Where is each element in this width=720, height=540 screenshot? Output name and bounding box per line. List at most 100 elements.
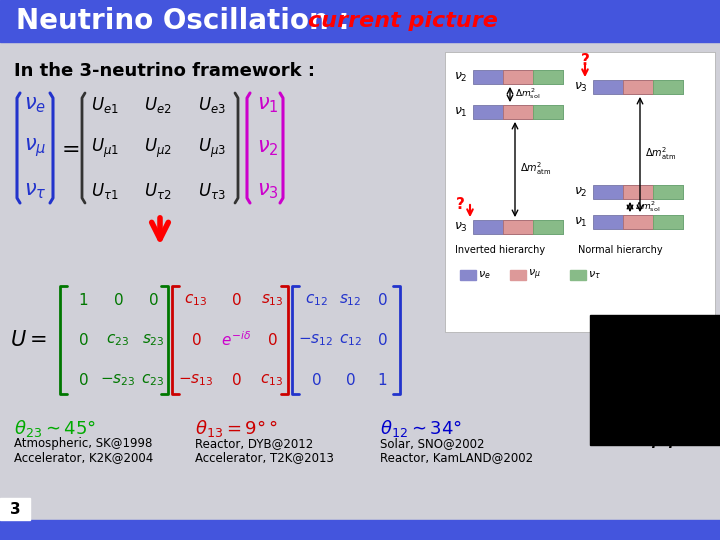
Text: $U_{\mu 1}$: $U_{\mu 1}$ xyxy=(91,137,119,160)
Text: $0$: $0$ xyxy=(377,292,387,308)
Bar xyxy=(0,520,720,540)
Text: $-s_{13}$: $-s_{13}$ xyxy=(179,372,214,388)
Text: $c_{12}$: $c_{12}$ xyxy=(305,292,328,308)
Text: $s_{23}$: $s_{23}$ xyxy=(142,332,164,348)
Text: $\Delta m^2_{\rm sol}$: $\Delta m^2_{\rm sol}$ xyxy=(635,200,660,214)
Bar xyxy=(593,80,683,94)
Text: $c_{23}$: $c_{23}$ xyxy=(141,372,165,388)
Bar xyxy=(623,185,653,199)
Text: $0$: $0$ xyxy=(78,372,89,388)
Bar xyxy=(593,185,683,199)
Bar xyxy=(460,270,476,280)
Text: $e^{-i\delta}$: $e^{-i\delta}$ xyxy=(221,330,251,349)
Text: $U_{e1}$: $U_{e1}$ xyxy=(91,95,119,115)
Bar xyxy=(503,105,533,119)
Text: $\nu_e$: $\nu_e$ xyxy=(24,95,46,115)
Bar xyxy=(473,105,563,119)
Text: $0$: $0$ xyxy=(191,332,202,348)
Text: $\nu_2$: $\nu_2$ xyxy=(454,70,468,84)
Text: $c_{13}$: $c_{13}$ xyxy=(184,292,207,308)
Text: $0$: $0$ xyxy=(345,372,355,388)
Bar xyxy=(0,498,30,520)
Text: $\nu_2$: $\nu_2$ xyxy=(257,138,279,158)
Bar xyxy=(473,70,563,84)
Text: $\nu_\tau$: $\nu_\tau$ xyxy=(588,269,601,281)
Text: Normal hierarchy: Normal hierarchy xyxy=(577,245,662,255)
Text: Reactor, DYB@2012: Reactor, DYB@2012 xyxy=(195,437,313,450)
Text: $U_{\mu 3}$: $U_{\mu 3}$ xyxy=(198,137,226,160)
Text: Neutrino Oscillation :: Neutrino Oscillation : xyxy=(16,7,359,35)
Text: $\Delta m^2_{\rm sol}$: $\Delta m^2_{\rm sol}$ xyxy=(515,86,540,102)
Text: $\theta_{13} = 9°\,°$: $\theta_{13} = 9°\,°$ xyxy=(195,418,277,439)
Bar xyxy=(503,220,533,234)
Text: $0$: $0$ xyxy=(78,332,89,348)
Bar xyxy=(653,215,683,229)
Text: $c_{13}$: $c_{13}$ xyxy=(261,372,284,388)
Bar xyxy=(445,52,715,332)
Text: $\nu_1$: $\nu_1$ xyxy=(454,105,468,119)
Text: $0$: $0$ xyxy=(230,372,241,388)
Text: ?: ? xyxy=(580,53,590,68)
Text: $c_{23}$: $c_{23}$ xyxy=(107,332,130,348)
Bar xyxy=(623,80,653,94)
Text: $\nu_3$: $\nu_3$ xyxy=(574,80,588,93)
Bar xyxy=(0,0,720,42)
Bar xyxy=(623,215,653,229)
Text: $0$: $0$ xyxy=(230,292,241,308)
Text: $=$: $=$ xyxy=(57,138,79,158)
Bar xyxy=(510,270,526,280)
Text: Solar, SNO@2002: Solar, SNO@2002 xyxy=(380,437,485,450)
Text: Reactor, KamLAND@2002: Reactor, KamLAND@2002 xyxy=(380,451,533,464)
Text: $\nu_3$: $\nu_3$ xyxy=(454,220,468,233)
Text: $U =$: $U =$ xyxy=(10,330,47,350)
Bar xyxy=(653,185,683,199)
Text: $-s_{12}$: $-s_{12}$ xyxy=(298,332,333,348)
Text: $0$: $0$ xyxy=(377,332,387,348)
Text: $U_{\tau 1}$: $U_{\tau 1}$ xyxy=(91,181,119,201)
Text: In the 3-neutrino framework :: In the 3-neutrino framework : xyxy=(14,62,315,80)
Bar xyxy=(653,80,683,94)
Text: $\nu_\mu$: $\nu_\mu$ xyxy=(528,268,541,282)
Text: $\nu_1$: $\nu_1$ xyxy=(575,215,588,228)
Text: $\Delta m^2_{\rm atm}$: $\Delta m^2_{\rm atm}$ xyxy=(520,160,551,178)
Text: 3: 3 xyxy=(9,502,20,516)
Bar xyxy=(533,70,563,84)
Text: $0\nu\beta\beta$: $0\nu\beta\beta$ xyxy=(620,420,686,450)
Text: $s_{12}$: $s_{12}$ xyxy=(339,292,361,308)
Text: $\nu_\tau$: $\nu_\tau$ xyxy=(24,181,46,201)
Text: $-s_{23}$: $-s_{23}$ xyxy=(100,372,135,388)
Text: $0$: $0$ xyxy=(148,292,158,308)
Text: Atmospheric, SK@1998: Atmospheric, SK@1998 xyxy=(14,437,153,450)
Text: $\nu_1$: $\nu_1$ xyxy=(257,95,279,115)
Text: $U_{e3}$: $U_{e3}$ xyxy=(198,95,226,115)
Text: $U_{\tau 2}$: $U_{\tau 2}$ xyxy=(144,181,171,201)
Text: ?: ? xyxy=(456,197,464,212)
Text: $\nu_e$: $\nu_e$ xyxy=(478,269,490,281)
Text: Accelerator, T2K@2013: Accelerator, T2K@2013 xyxy=(195,451,334,464)
Bar xyxy=(590,315,720,445)
Text: $s_{13}$: $s_{13}$ xyxy=(261,292,283,308)
Text: $\nu_3$: $\nu_3$ xyxy=(257,181,279,201)
Text: $U_{\mu 2}$: $U_{\mu 2}$ xyxy=(144,137,172,160)
Text: current picture: current picture xyxy=(308,11,498,31)
Text: $1$: $1$ xyxy=(377,372,387,388)
Text: $0$: $0$ xyxy=(311,372,321,388)
Text: $\theta_{12}\sim 34°$: $\theta_{12}\sim 34°$ xyxy=(380,418,462,439)
Text: $0$: $0$ xyxy=(113,292,123,308)
Bar xyxy=(570,270,586,280)
Text: $1$: $1$ xyxy=(78,292,88,308)
Text: $c_{12}$: $c_{12}$ xyxy=(338,332,361,348)
Bar xyxy=(533,220,563,234)
Text: $U_{e2}$: $U_{e2}$ xyxy=(144,95,172,115)
Text: $0$: $0$ xyxy=(266,332,277,348)
Text: Accelerator, K2K@2004: Accelerator, K2K@2004 xyxy=(14,451,153,464)
Bar xyxy=(503,70,533,84)
Text: $\nu_2$: $\nu_2$ xyxy=(575,185,588,199)
Text: Inverted hierarchy: Inverted hierarchy xyxy=(455,245,545,255)
Bar xyxy=(593,215,683,229)
Text: $U_{\tau 3}$: $U_{\tau 3}$ xyxy=(198,181,226,201)
Text: $\nu_\mu$: $\nu_\mu$ xyxy=(24,137,46,159)
Text: $\Delta m^2_{\rm atm}$: $\Delta m^2_{\rm atm}$ xyxy=(645,146,676,163)
Text: $\theta_{23}\sim 45°$: $\theta_{23}\sim 45°$ xyxy=(14,418,96,439)
Bar xyxy=(533,105,563,119)
